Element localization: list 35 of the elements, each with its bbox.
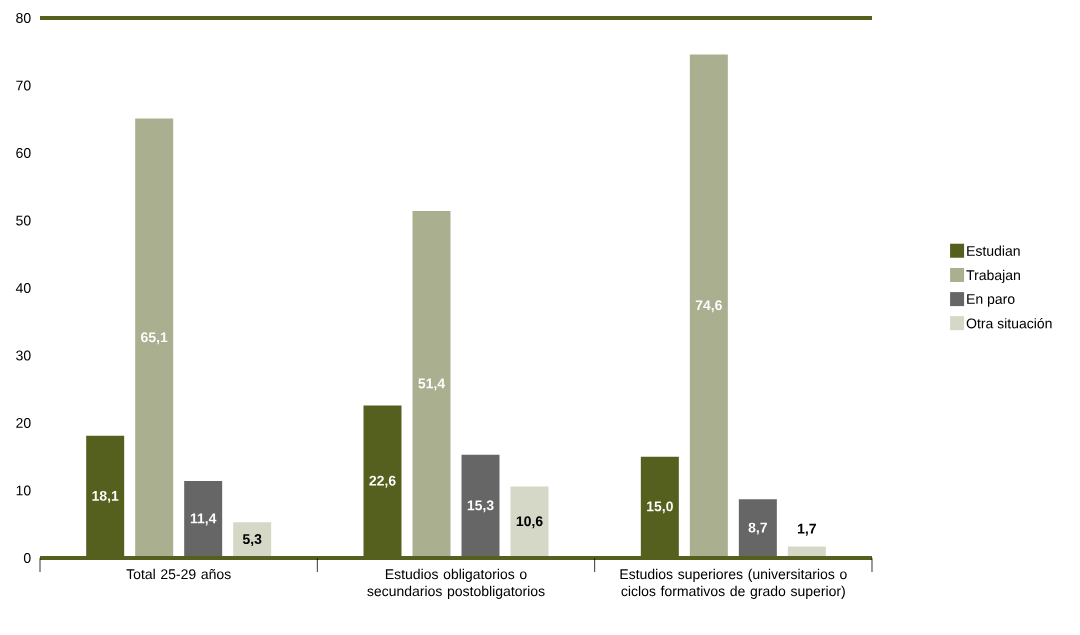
legend-label: En paro [967,294,1015,307]
bar [738,499,777,558]
legend-label: Estudian [967,245,1020,256]
bar [135,118,174,558]
x-tick-label: Estudios superiores (universitarios o ciclos formativos de grado superior) [620,568,847,599]
y-tick-label: 30 [16,350,31,361]
x-tick-label: Estudios obligatorios o secundarios postobligatorios [367,568,545,599]
bar [412,211,451,558]
bar [689,54,728,558]
y-tick-label: 20 [16,418,31,428]
y-tick-label: 40 [15,283,31,293]
data-label: 15,0 [647,501,673,514]
data-label: 5,3 [242,534,262,547]
bar [510,486,549,558]
legend-label: Trabajan [966,269,1020,283]
legend-label: Otra situación [966,317,1052,329]
x-tick-label: Total 25-29 años [126,568,231,580]
bar [184,481,223,558]
y-tick-label: 10 [16,485,31,496]
data-label: 11,4 [190,513,217,526]
data-label: 1,7 [797,523,816,536]
data-label: 22,6 [369,475,396,488]
y-tick-label: 80 [16,13,31,23]
data-label: 8,7 [748,522,767,535]
data-label: 74,6 [695,300,722,313]
data-label: 10,6 [516,516,543,529]
data-label: 51,4 [418,378,446,391]
bar [461,454,500,558]
data-label: 18,1 [92,490,119,503]
y-tick-label: 0 [23,553,31,563]
y-tick-label: 60 [16,148,31,158]
y-tick-label: 50 [16,215,31,226]
data-label: 65,1 [141,332,168,345]
data-label: 15,3 [467,500,494,513]
y-tick-label: 70 [16,80,31,91]
